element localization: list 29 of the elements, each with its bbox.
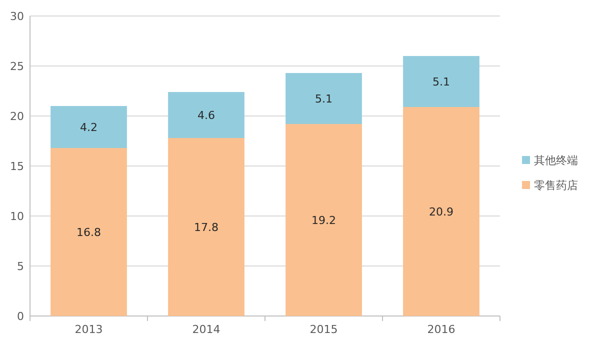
- legend-label: 其他终端: [534, 154, 578, 167]
- y-tick-label: 0: [17, 310, 24, 323]
- y-tick-label: 25: [10, 60, 24, 73]
- bar: [286, 124, 362, 316]
- bar: [50, 148, 127, 316]
- bar: [168, 92, 244, 138]
- data-label: 4.6: [198, 109, 215, 122]
- y-tick-label: 30: [10, 10, 24, 23]
- data-label: 19.2: [312, 214, 336, 227]
- bar: [403, 107, 480, 316]
- y-tick-label: 5: [17, 260, 24, 273]
- y-tick-label: 10: [10, 210, 24, 223]
- data-label: 5.1: [432, 76, 450, 88]
- data-label: 5.1: [315, 92, 332, 106]
- bar: [168, 138, 244, 316]
- data-label: 16.8: [76, 226, 101, 239]
- x-tick-label: 2014: [192, 323, 220, 336]
- bar: [50, 106, 127, 148]
- x-tick-label: 2013: [74, 323, 103, 336]
- legend-label: 零售药店: [534, 179, 578, 192]
- x-tick-label: 2015: [310, 323, 338, 336]
- y-tick-label: 20: [10, 110, 24, 123]
- bar: [286, 73, 362, 124]
- data-label: 20.9: [429, 206, 454, 218]
- y-tick-label: 15: [10, 160, 24, 173]
- data-label: 4.2: [80, 121, 98, 134]
- x-tick-label: 2016: [427, 323, 456, 336]
- data-label: 17.8: [194, 221, 218, 234]
- bar: [403, 56, 480, 107]
